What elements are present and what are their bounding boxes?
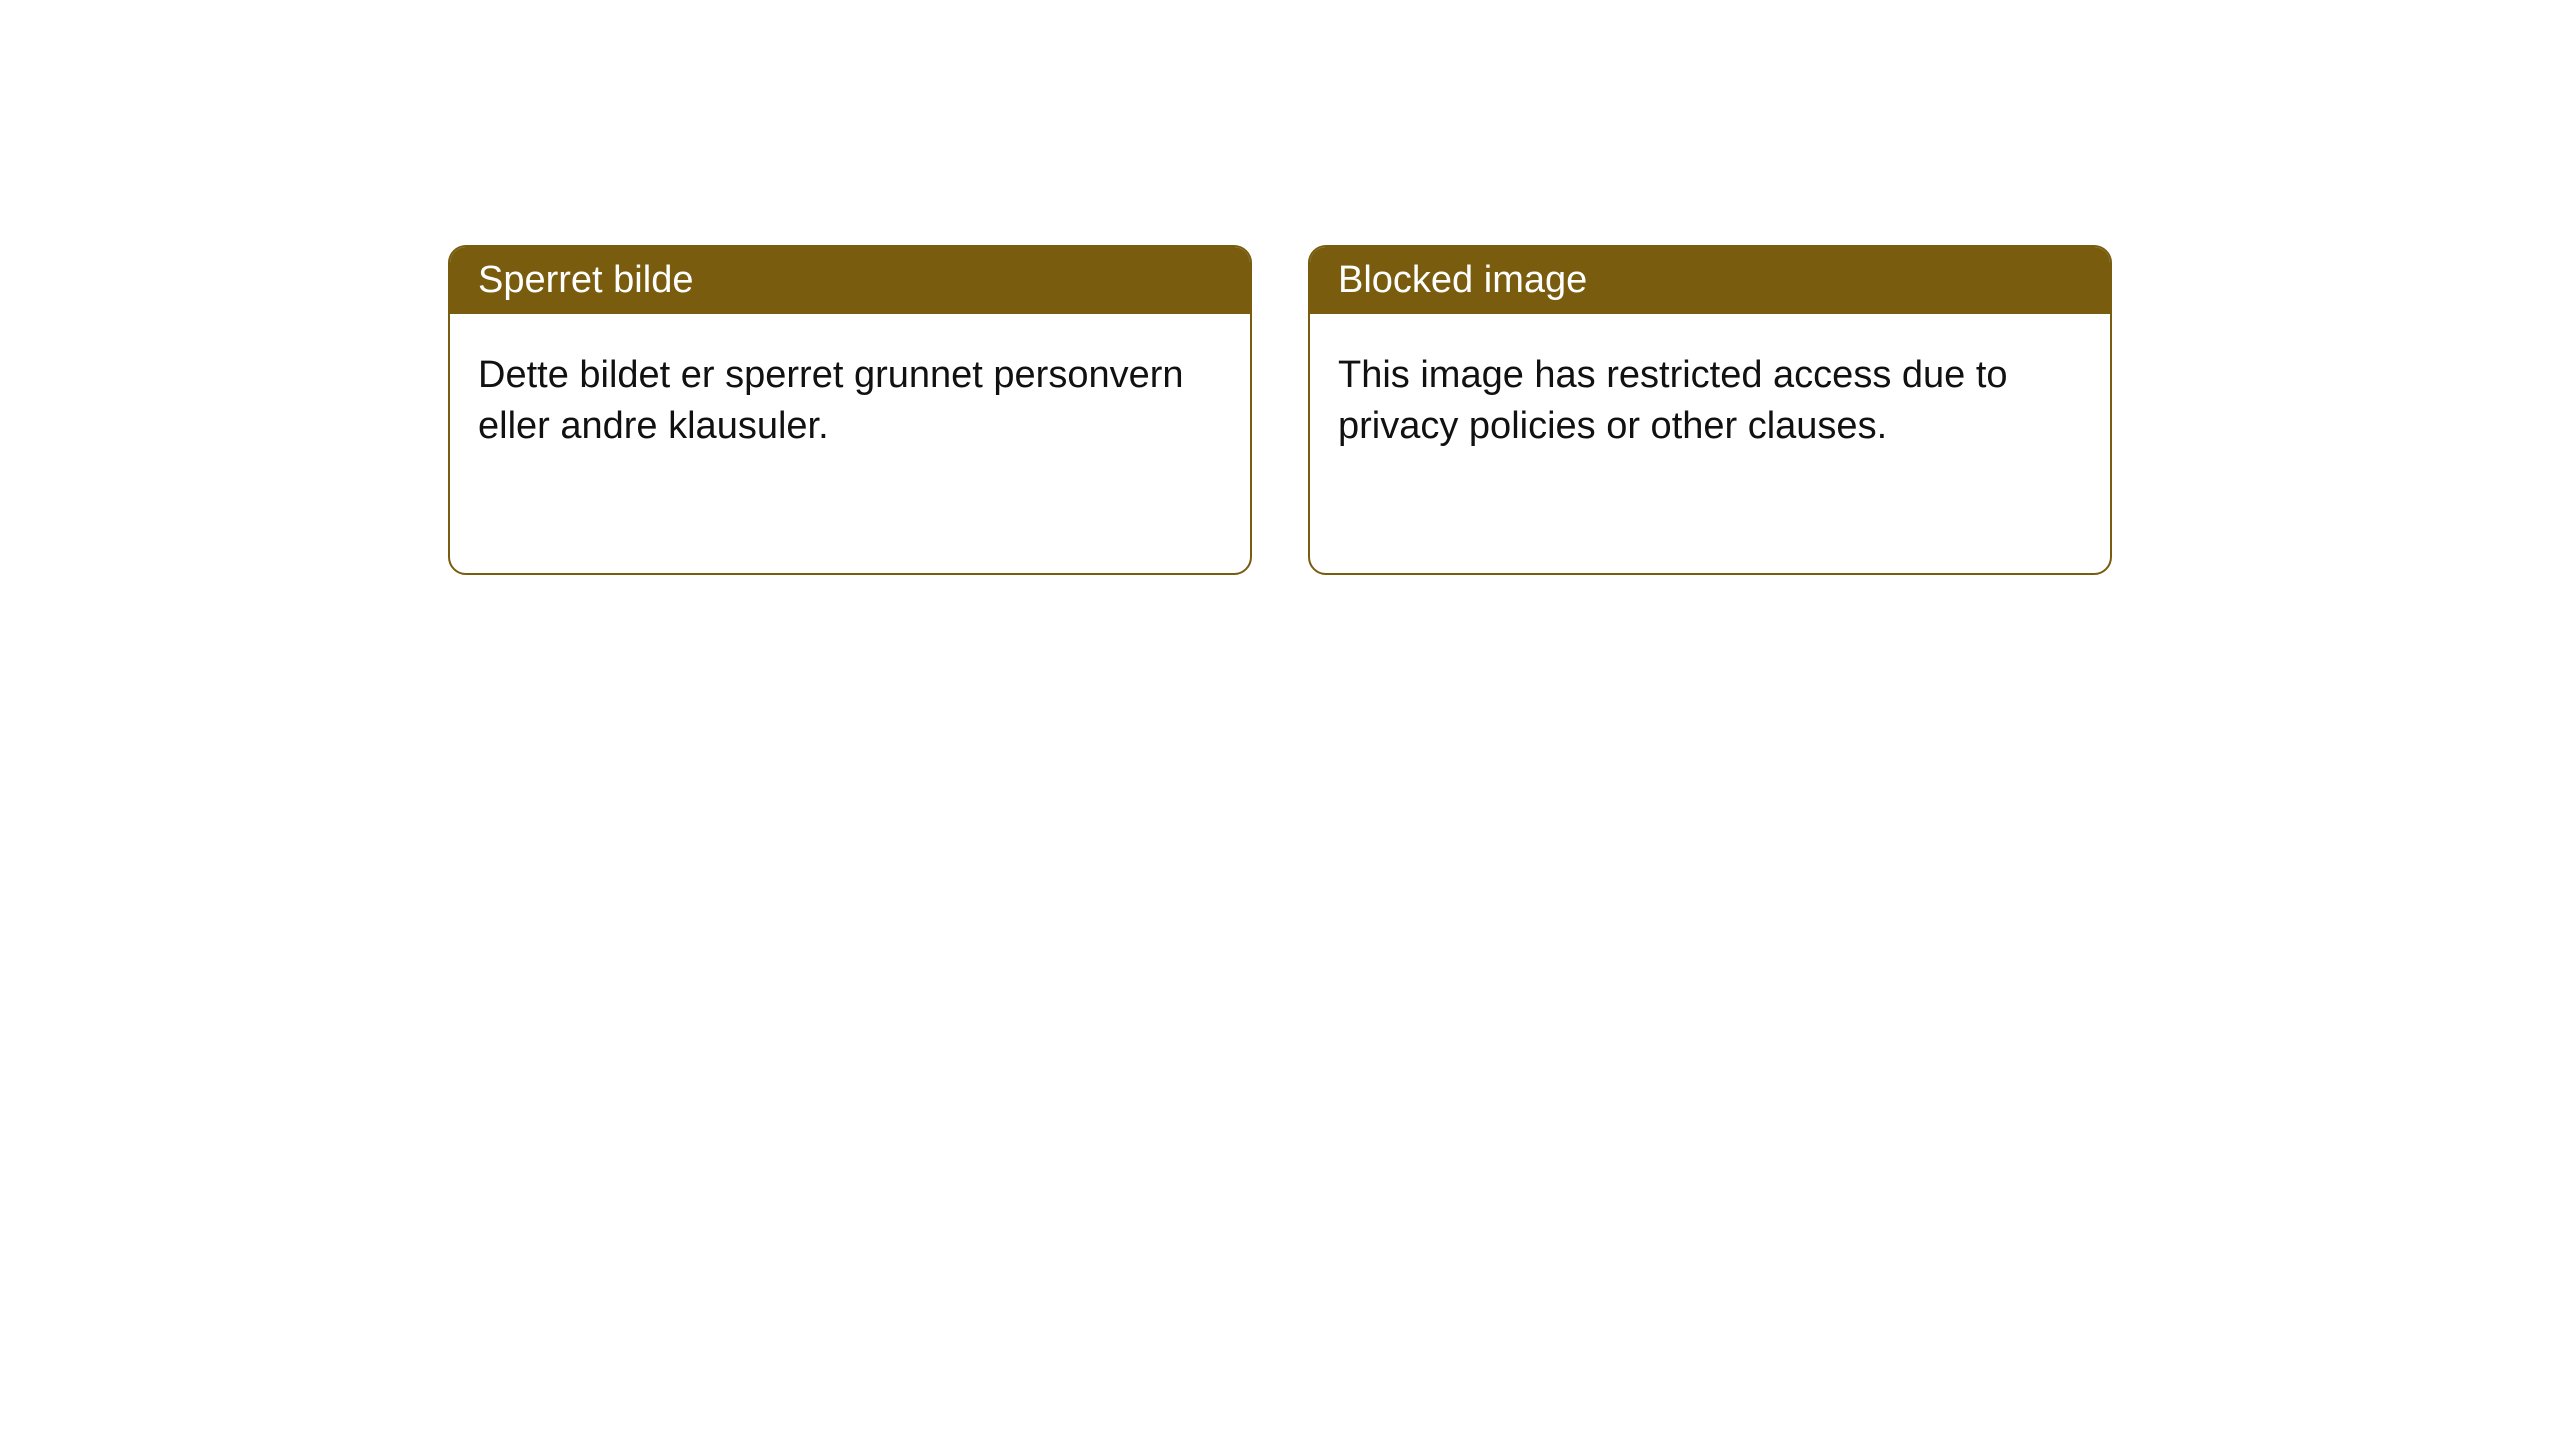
notice-body-english: This image has restricted access due to … bbox=[1310, 314, 2110, 489]
notice-card-norwegian: Sperret bilde Dette bildet er sperret gr… bbox=[448, 245, 1252, 575]
notice-container: Sperret bilde Dette bildet er sperret gr… bbox=[0, 0, 2560, 575]
notice-header-norwegian: Sperret bilde bbox=[450, 247, 1250, 314]
notice-card-english: Blocked image This image has restricted … bbox=[1308, 245, 2112, 575]
notice-header-english: Blocked image bbox=[1310, 247, 2110, 314]
notice-body-norwegian: Dette bildet er sperret grunnet personve… bbox=[450, 314, 1250, 489]
